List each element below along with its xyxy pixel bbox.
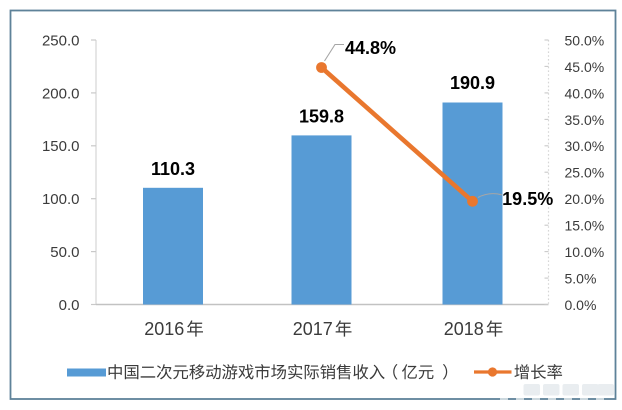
svg-text:159.8: 159.8 <box>299 107 344 127</box>
svg-text:2017: 2017 <box>293 319 333 339</box>
svg-text:44.8%: 44.8% <box>345 38 396 58</box>
svg-text:0.0%: 0.0% <box>565 297 597 313</box>
svg-text:25.0%: 25.0% <box>565 165 605 181</box>
svg-text:35.0%: 35.0% <box>565 112 605 128</box>
svg-text:19.5%: 19.5% <box>502 189 553 209</box>
svg-text:15.0%: 15.0% <box>565 218 605 234</box>
svg-text:0.0: 0.0 <box>59 297 80 314</box>
svg-text:50.0: 50.0 <box>50 244 79 261</box>
svg-text:45.0%: 45.0% <box>565 59 605 75</box>
svg-text:100.0: 100.0 <box>42 191 80 208</box>
svg-text:110.3: 110.3 <box>151 159 195 179</box>
svg-text:5.0%: 5.0% <box>565 270 597 286</box>
svg-text:30.0%: 30.0% <box>565 138 605 154</box>
svg-text:150.0: 150.0 <box>42 138 80 155</box>
svg-text:2018: 2018 <box>444 319 484 339</box>
svg-text:50.0%: 50.0% <box>565 32 605 48</box>
svg-text:250.0: 250.0 <box>42 32 80 49</box>
svg-text:190.9: 190.9 <box>450 73 495 93</box>
svg-text:20.0%: 20.0% <box>565 191 605 207</box>
svg-text:10.0%: 10.0% <box>565 244 605 260</box>
svg-text:200.0: 200.0 <box>42 85 80 102</box>
svg-text:40.0%: 40.0% <box>565 85 605 101</box>
svg-text:2016: 2016 <box>144 319 184 339</box>
